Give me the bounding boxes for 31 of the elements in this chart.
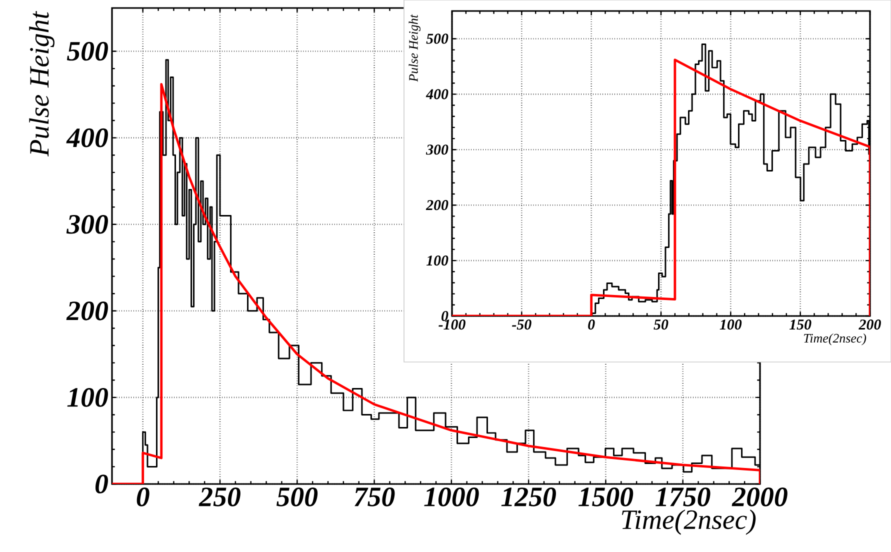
- y-axis-title: Pulse Height: [408, 14, 420, 82]
- y-tick-label: 500: [66, 42, 108, 61]
- x-tick-label: 100: [720, 320, 742, 330]
- x-tick-label: 0: [588, 320, 595, 330]
- x-axis-title: Time(2nsec): [804, 334, 866, 346]
- y-tick-label: 200: [426, 200, 448, 210]
- x-tick-label: -100: [438, 320, 466, 330]
- y-axis-title: Pulse Height: [29, 10, 54, 157]
- x-tick-label: 50: [654, 320, 668, 330]
- x-tick-label: -50: [512, 320, 532, 330]
- y-tick-label: 400: [426, 89, 448, 100]
- x-tick-label: 750: [354, 488, 395, 506]
- y-tick-label: 100: [67, 388, 108, 407]
- y-tick-label: 0: [442, 310, 448, 322]
- y-tick-label: 400: [66, 128, 108, 148]
- y-tick-label: 300: [426, 144, 448, 155]
- y-tick-label: 0: [96, 474, 108, 494]
- x-tick-label: 1000: [424, 488, 479, 506]
- x-tick-label: 1750: [656, 488, 710, 506]
- x-tick-label: 250: [198, 488, 240, 506]
- x-tick-label: 200: [858, 320, 881, 330]
- x-tick-label: 2000: [732, 488, 788, 506]
- y-tick-label: 500: [426, 34, 448, 44]
- x-tick-label: 150: [789, 320, 812, 330]
- x-axis-title: Time(2nsec): [622, 510, 756, 535]
- y-tick-label: 300: [66, 214, 108, 234]
- y-tick-label: 100: [426, 256, 448, 266]
- x-tick-label: 1500: [578, 488, 634, 506]
- x-tick-label: 0: [136, 488, 150, 506]
- x-tick-label: 1250: [501, 488, 556, 506]
- x-tick-label: 500: [276, 488, 318, 506]
